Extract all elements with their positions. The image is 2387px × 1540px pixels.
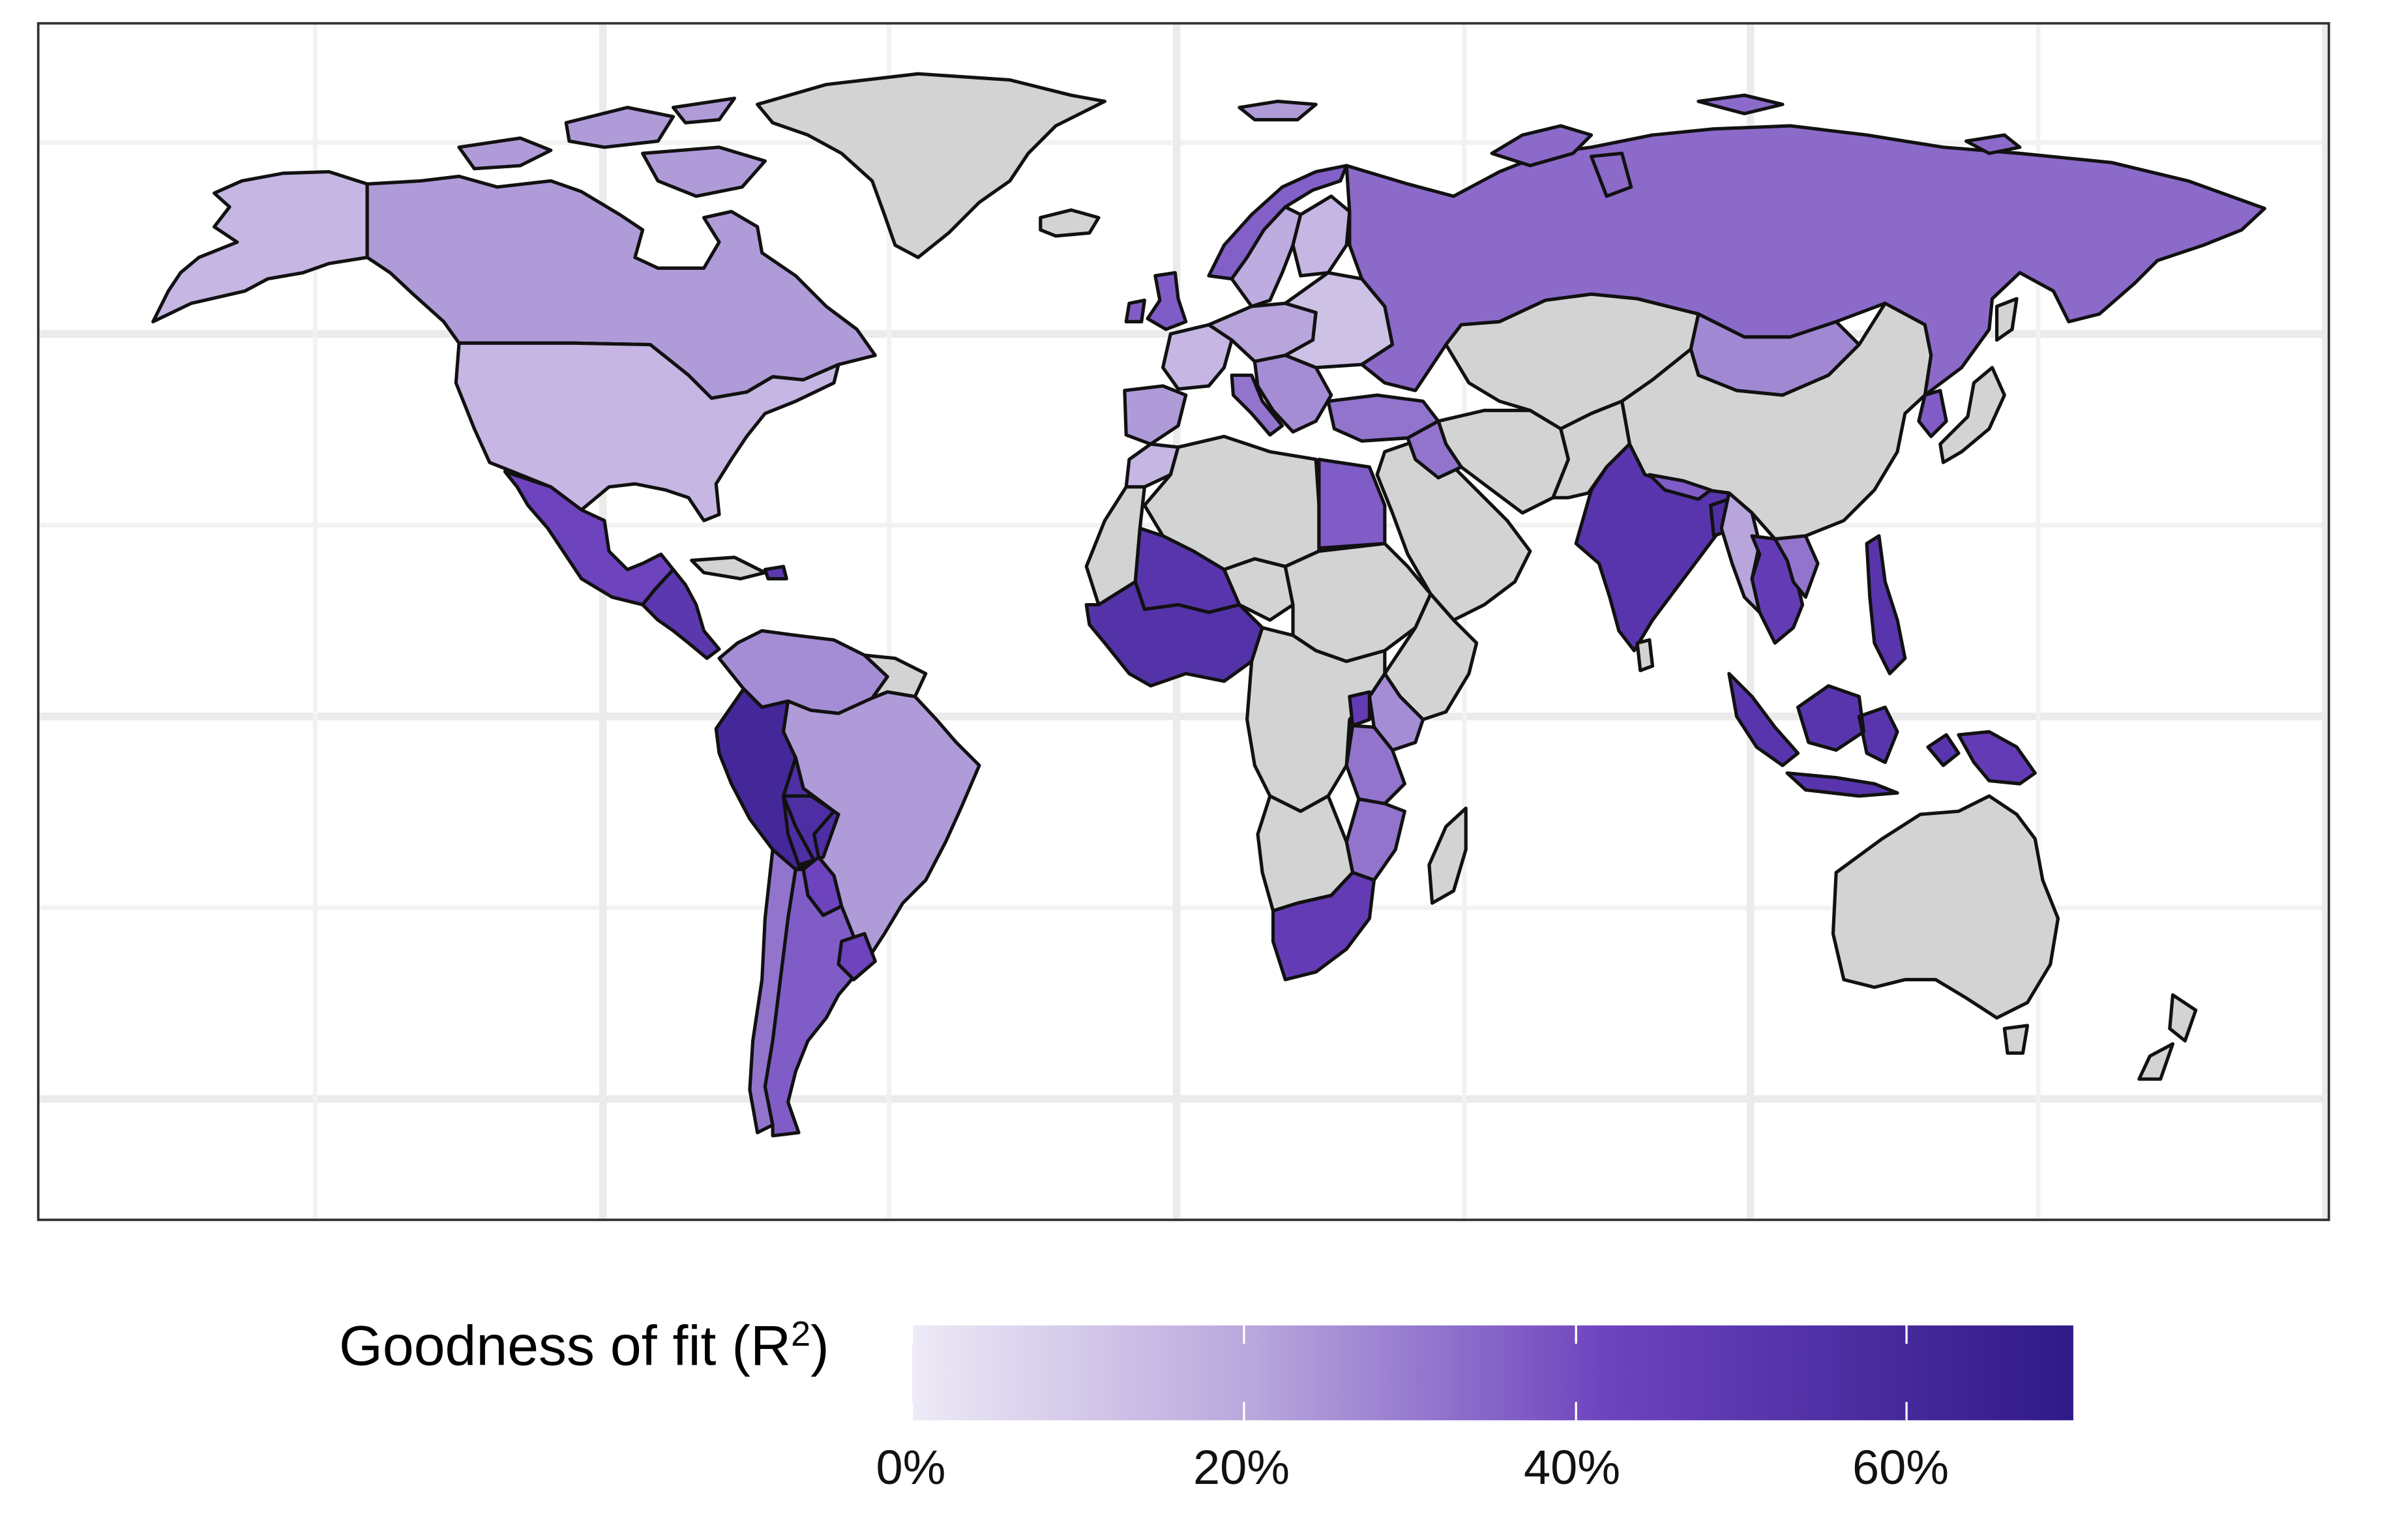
- countries-layer: [151, 72, 2266, 1138]
- uruguay: [837, 932, 877, 982]
- tasmania: [2002, 1024, 2030, 1055]
- legend-title: Goodness of fit (R2): [339, 1314, 829, 1379]
- new-zealand: [2137, 993, 2198, 1081]
- philippines: [1865, 534, 1907, 675]
- greenland: [756, 72, 1106, 259]
- chad-sudan: [1283, 542, 1432, 663]
- cuba: [690, 555, 767, 581]
- united-kingdom: [1124, 271, 1188, 331]
- legend-tick-label: 40%: [1523, 1440, 1621, 1494]
- australia: [1831, 794, 2060, 1020]
- tanzania: [1344, 724, 1406, 806]
- japan: [1938, 297, 2019, 464]
- rwanda-burundi: [1348, 690, 1371, 728]
- india: [1574, 442, 1754, 653]
- malaysia-indonesia: [1727, 672, 1961, 798]
- argentina: [763, 867, 867, 1138]
- egypt: [1317, 458, 1387, 550]
- nepal: [1648, 473, 1713, 501]
- legend-title-sup: 2: [791, 1314, 811, 1354]
- vietnam: [1773, 534, 1820, 599]
- russia: [1344, 124, 2266, 397]
- legend-colorbar-ticks: [911, 1325, 1908, 1421]
- korea: [1917, 389, 1948, 438]
- canadian-arctic-islands: [457, 96, 1318, 198]
- sri-lanka: [1635, 638, 1655, 673]
- legend-tick-label: 20%: [1193, 1440, 1290, 1494]
- balkans: [1253, 353, 1333, 434]
- central-america: [641, 567, 721, 660]
- alaska: [151, 170, 369, 323]
- papua-new-guinea: [1957, 730, 2037, 786]
- legend-title-suffix: ): [810, 1314, 829, 1378]
- finland: [1291, 194, 1352, 278]
- spain-portugal: [1123, 384, 1188, 446]
- madagascar: [1427, 807, 1468, 905]
- iraq: [1406, 419, 1463, 480]
- caribbean: [763, 565, 788, 581]
- iceland: [1039, 208, 1101, 238]
- south-africa: [1271, 870, 1376, 982]
- map-panel-border: [37, 22, 2330, 1221]
- legend-tick-label: 0%: [876, 1440, 946, 1494]
- italy: [1230, 373, 1284, 437]
- legend-title-prefix: Goodness of fit (R: [339, 1314, 792, 1378]
- russia-arctic-islands: [1490, 93, 2022, 198]
- legend-colorbar: [912, 1325, 2073, 1421]
- legend-tick-label: 60%: [1852, 1440, 1950, 1494]
